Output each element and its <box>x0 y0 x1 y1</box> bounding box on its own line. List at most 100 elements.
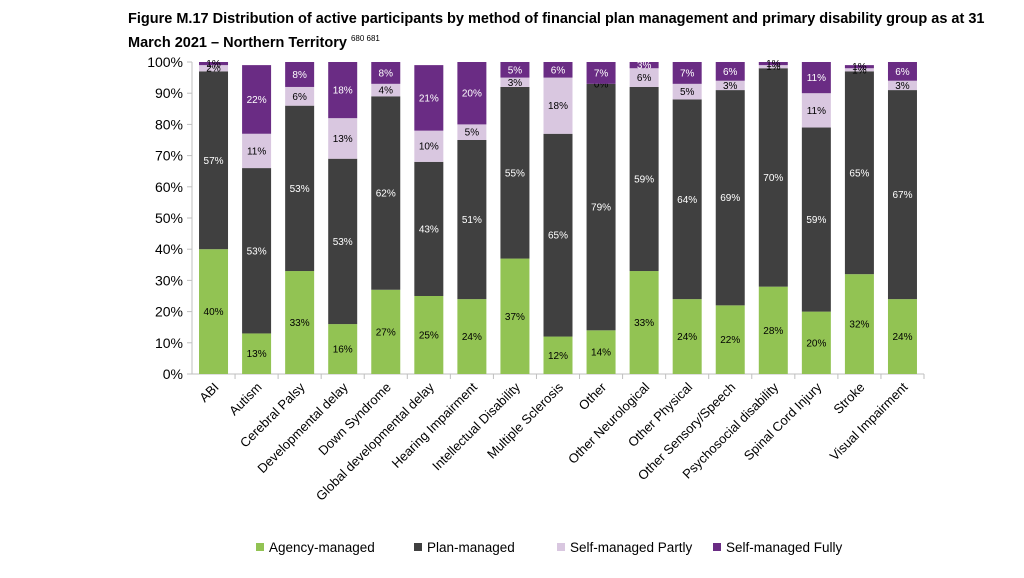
y-tick-label: 20% <box>155 304 183 320</box>
data-label: 20% <box>462 89 482 100</box>
bar-segment <box>242 65 272 134</box>
data-label: 24% <box>892 332 912 343</box>
data-label: 70% <box>763 173 783 184</box>
data-label: 59% <box>806 215 826 226</box>
data-label: 6% <box>292 92 307 103</box>
data-label: 4% <box>379 86 394 97</box>
bar-segment <box>199 65 229 72</box>
bar-segment <box>543 336 573 374</box>
bar-segment <box>328 158 358 325</box>
bar-segment <box>328 324 358 374</box>
bar-segment <box>844 68 874 72</box>
data-label: 65% <box>849 168 869 179</box>
bar-segment <box>844 274 874 374</box>
data-label: 5% <box>680 87 695 98</box>
bar-segment <box>887 62 917 81</box>
y-tick-label: 40% <box>155 241 183 257</box>
bar-segment <box>457 299 487 374</box>
bar-segment <box>758 65 788 69</box>
data-label: 16% <box>333 345 353 356</box>
data-label: 1% <box>766 62 781 73</box>
data-label: 59% <box>634 175 654 186</box>
legend-swatch <box>256 543 264 551</box>
bar-segment <box>543 62 573 78</box>
data-label: 67% <box>892 190 912 201</box>
bar-segment <box>758 62 788 66</box>
data-label: 3% <box>895 81 910 92</box>
bar-segment <box>801 127 831 312</box>
y-tick-label: 0% <box>163 366 183 382</box>
bar-segment <box>328 118 358 159</box>
bar-segment <box>285 62 315 87</box>
data-label: 3% <box>723 81 738 92</box>
data-label: 11% <box>807 73 826 84</box>
data-label: 22% <box>720 335 740 346</box>
data-label: 62% <box>376 189 396 200</box>
data-label: 6% <box>723 67 738 78</box>
bar-segment <box>586 83 616 331</box>
bar-segment <box>629 86 659 272</box>
data-label: 65% <box>548 231 568 242</box>
y-tick-label: 90% <box>155 85 183 101</box>
data-label: 53% <box>333 237 353 248</box>
bar-segment <box>242 333 272 374</box>
bar-segment <box>371 96 401 290</box>
data-label: 13% <box>247 349 267 360</box>
data-label: 25% <box>419 331 439 342</box>
bar-segment <box>801 93 831 128</box>
y-tick-label: 70% <box>155 148 183 164</box>
data-label: 3% <box>637 61 652 72</box>
data-label: 21% <box>419 93 439 104</box>
bar-segment <box>715 305 745 374</box>
data-label: 24% <box>462 332 482 343</box>
bar-segment <box>242 168 272 334</box>
bar-segment <box>199 71 229 250</box>
data-label: 24% <box>677 332 697 343</box>
bar-segment <box>543 133 573 337</box>
bar-segment <box>844 71 874 275</box>
data-label: 33% <box>634 318 654 329</box>
bar-segment <box>371 83 401 97</box>
data-label: 5% <box>465 128 480 139</box>
legend-swatch <box>713 543 721 551</box>
bar-segment <box>500 86 530 259</box>
y-tick-label: 60% <box>155 179 183 195</box>
data-label: 27% <box>376 327 396 338</box>
bar-segment <box>199 62 229 66</box>
legend-swatch <box>557 543 565 551</box>
data-label: 6% <box>895 67 910 78</box>
data-label: 79% <box>591 203 611 214</box>
y-tick-label: 80% <box>155 116 183 132</box>
legend-swatch <box>414 543 422 551</box>
data-label: 8% <box>292 70 307 81</box>
bar-segment <box>586 62 616 84</box>
bar-segment <box>414 130 444 162</box>
bar-segment <box>629 271 659 374</box>
y-tick-label: 50% <box>155 210 183 226</box>
bar-segment <box>457 62 487 125</box>
data-label: 7% <box>594 68 609 79</box>
chart-title: Figure M.17 Distribution of active parti… <box>128 10 988 53</box>
data-label: 12% <box>548 351 568 362</box>
data-label: 1% <box>766 59 781 70</box>
y-tick-label: 100% <box>147 54 183 70</box>
chart-title-text: Figure M.17 Distribution of active parti… <box>128 11 985 51</box>
bar-segment <box>242 133 272 169</box>
data-label: 53% <box>247 246 267 257</box>
bar-segment <box>457 124 487 140</box>
bar-segment <box>715 90 745 306</box>
bar-segment <box>672 99 702 300</box>
bar-segment <box>543 77 573 134</box>
bar-segment <box>758 68 788 287</box>
bar-segment <box>285 86 315 106</box>
data-label: 1% <box>206 59 221 70</box>
data-label: 11% <box>807 106 826 117</box>
bar-segment <box>285 105 315 272</box>
bar-segment <box>887 90 917 300</box>
bar-segment <box>801 311 831 374</box>
data-label: 32% <box>849 320 869 331</box>
data-label: 10% <box>419 142 439 153</box>
bar-segment <box>457 140 487 300</box>
bar-segment <box>844 65 874 69</box>
bar-segment <box>371 289 401 374</box>
